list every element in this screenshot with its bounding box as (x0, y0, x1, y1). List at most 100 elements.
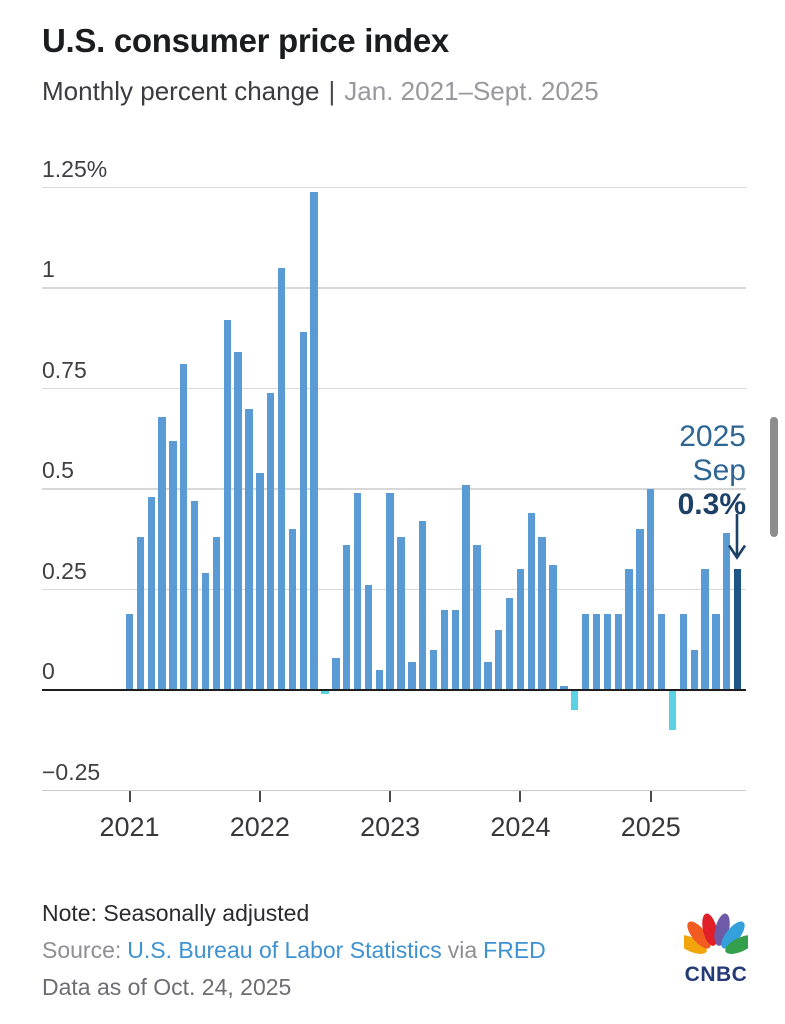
page-title: U.S. consumer price index (42, 22, 449, 59)
bls-link[interactable]: U.S. Bureau of Labor Statistics (127, 937, 442, 963)
bar-oct-2021[interactable] (223, 320, 231, 690)
bar-jan-2022[interactable] (256, 472, 264, 690)
bar-dec-2023[interactable] (505, 597, 514, 690)
bar-jan-2025[interactable] (647, 489, 655, 690)
cnbc-logo: CNBC (676, 908, 756, 987)
bar-oct-2023[interactable] (484, 661, 492, 690)
y-axis-label: 0.25 (42, 557, 87, 584)
bar-jun-2025[interactable] (701, 569, 709, 690)
scrollbar-thumb[interactable] (770, 417, 778, 537)
x-axis-label: 2022 (229, 812, 290, 842)
fred-link[interactable]: FRED (483, 937, 546, 963)
bar-jul-2025[interactable] (712, 613, 720, 690)
bar-sep-2021[interactable] (212, 537, 221, 690)
x-axis-tick (258, 791, 261, 802)
bar-jun-2021[interactable] (180, 364, 188, 690)
x-axis-label: 2023 (360, 812, 421, 842)
x-axis-label: 2025 (620, 812, 681, 842)
bar-jun-2022[interactable] (310, 191, 318, 690)
bar-dec-2024[interactable] (636, 529, 644, 690)
bar-feb-2021[interactable] (136, 537, 145, 690)
bar-jul-2022[interactable] (321, 690, 329, 695)
annotation-value: 0.3% (677, 488, 746, 521)
annotation-year: 2025 (679, 420, 746, 453)
bar-oct-2022[interactable] (353, 493, 362, 690)
y-axis-label: 1 (42, 256, 55, 282)
y-axis-label: 0 (42, 658, 55, 684)
bar-nov-2021[interactable] (234, 352, 242, 690)
bar-may-2022[interactable] (299, 332, 307, 690)
bar-aug-2021[interactable] (201, 573, 210, 690)
bar-jan-2021[interactable] (125, 613, 134, 690)
x-axis-label: 2024 (490, 812, 551, 842)
bar-jul-2023[interactable] (451, 609, 459, 690)
bar-jul-2024[interactable] (581, 613, 590, 690)
latest-value-annotation: 2025 Sep 0.3% (678, 420, 746, 522)
y-axis-label: 0.75 (42, 356, 87, 383)
bar-jul-2021[interactable] (190, 501, 199, 690)
bar-sep-2022[interactable] (343, 545, 351, 690)
bar-apr-2025[interactable] (679, 613, 688, 690)
subtitle-separator: | (328, 76, 336, 106)
x-axis-tick (649, 791, 652, 802)
bar-aug-2024[interactable] (592, 613, 601, 690)
bar-may-2024[interactable] (560, 685, 568, 690)
bar-apr-2023[interactable] (419, 521, 427, 690)
bar-aug-2025[interactable] (723, 533, 731, 690)
bar-jun-2023[interactable] (440, 609, 449, 690)
x-axis-tick (519, 791, 522, 802)
bar-apr-2024[interactable] (549, 565, 557, 690)
bar-aug-2023[interactable] (462, 484, 470, 690)
bar-may-2023[interactable] (429, 649, 438, 690)
bar-nov-2024[interactable] (625, 569, 633, 690)
cnbc-wordmark: CNBC (684, 963, 748, 986)
bar-mar-2025[interactable] (668, 690, 677, 731)
bar-mar-2021[interactable] (147, 497, 155, 690)
bar-feb-2022[interactable] (266, 392, 275, 690)
bar-dec-2022[interactable] (375, 669, 383, 690)
gridline (42, 186, 746, 189)
x-axis-label: 2021 (99, 812, 160, 842)
bar-mar-2022[interactable] (277, 267, 286, 690)
bar-may-2021[interactable] (169, 440, 177, 690)
bar-mar-2023[interactable] (408, 661, 416, 690)
subtitle-date-range: Jan. 2021–Sept. 2025 (344, 76, 599, 106)
bar-feb-2023[interactable] (397, 537, 405, 690)
source-label: Source: (42, 937, 122, 963)
bar-apr-2021[interactable] (158, 416, 166, 690)
footnote: Note: Seasonally adjusted (42, 900, 310, 926)
x-axis-tick (128, 791, 131, 802)
bar-oct-2024[interactable] (614, 613, 622, 690)
gridline (42, 387, 746, 390)
annotation-month: Sep (692, 454, 746, 487)
data-as-of: Data as of Oct. 24, 2025 (42, 974, 292, 1000)
bar-sep-2024[interactable] (603, 613, 612, 690)
bar-apr-2022[interactable] (288, 529, 297, 690)
y-axis-label: 1.25% (42, 155, 108, 182)
x-axis-zero-line (42, 688, 746, 692)
y-axis-label: −0.25 (42, 758, 101, 785)
gridline (42, 488, 746, 490)
subtitle-measure: Monthly percent change (42, 76, 320, 106)
bar-may-2025[interactable] (690, 649, 698, 690)
bar-sep-2023[interactable] (473, 545, 481, 690)
down-arrow-icon (727, 514, 747, 560)
bar-jan-2024[interactable] (516, 569, 525, 690)
x-axis-tick (389, 791, 392, 802)
bar-dec-2021[interactable] (245, 408, 253, 690)
chart-subtitle: Monthly percent change | Jan. 2021–Sept. 2… (42, 76, 599, 107)
bar-nov-2022[interactable] (364, 585, 373, 690)
bar-feb-2025[interactable] (657, 613, 666, 690)
bar-aug-2022[interactable] (332, 657, 340, 690)
bar-mar-2024[interactable] (538, 537, 546, 690)
bar-nov-2023[interactable] (495, 629, 503, 690)
source-line: Source: U.S. Bureau of Labor Statistics vi… (42, 937, 546, 964)
bar-jun-2024[interactable] (571, 690, 579, 711)
y-axis-label: 0.5 (42, 457, 74, 483)
gridline (42, 588, 746, 591)
bar-sep-2025[interactable] (733, 569, 742, 690)
bar-jan-2023[interactable] (386, 493, 394, 690)
bar-feb-2024[interactable] (527, 513, 535, 690)
